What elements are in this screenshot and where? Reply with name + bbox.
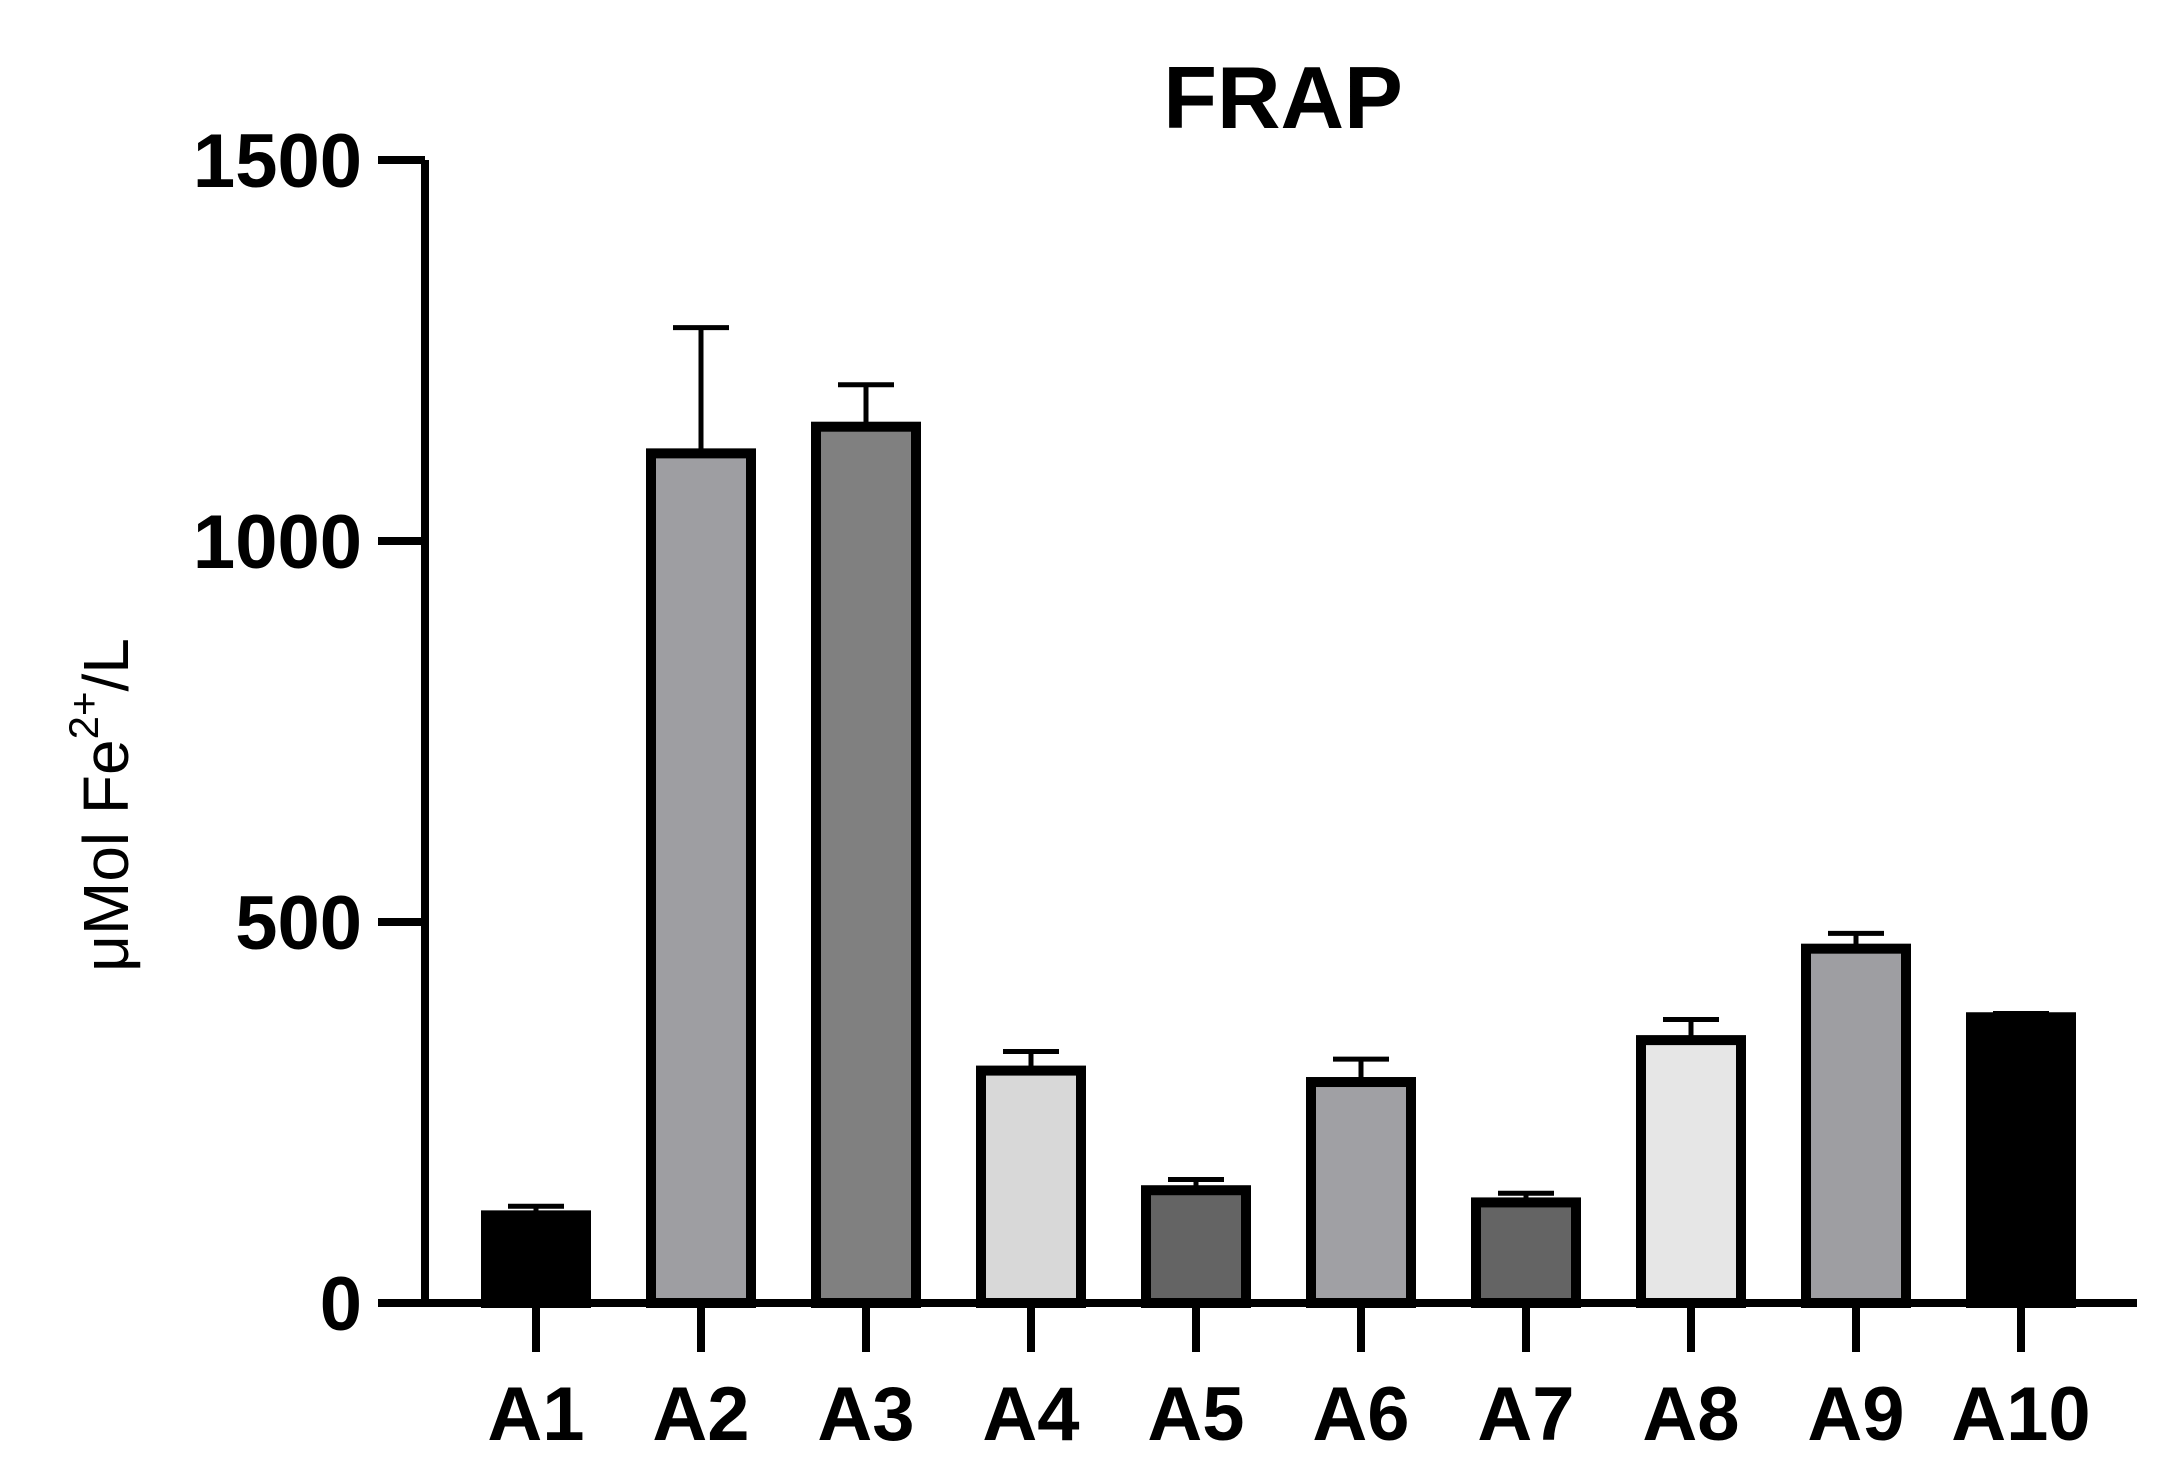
bar-a1 <box>481 1210 591 1308</box>
x-tick-label: A8 <box>1642 1372 1739 1457</box>
bar-a9 <box>1801 943 1911 1308</box>
y-axis-label: μMol Fe2+/L <box>60 638 142 972</box>
x-tick-label: A10 <box>1951 1372 2090 1457</box>
chart-title: FRAP <box>1163 48 1403 147</box>
x-tick-label: A6 <box>1312 1372 1409 1457</box>
bar-a8 <box>1636 1035 1746 1308</box>
bar-a4 <box>976 1065 1086 1308</box>
x-axis-ticks: A1 A2 A3 A4 A5 A6 A7 A8 A9 A10 <box>487 1303 2091 1457</box>
x-tick-label: A7 <box>1477 1372 1574 1457</box>
bar-a3 <box>811 421 921 1308</box>
bars <box>481 325 2076 1309</box>
y-tick-label: 0 <box>320 1262 362 1347</box>
y-tick-label: 1000 <box>193 500 362 585</box>
bar-a6 <box>1306 1077 1416 1309</box>
x-tick-label: A2 <box>652 1372 749 1457</box>
bar-a5 <box>1141 1185 1251 1308</box>
y-tick-label: 500 <box>235 881 362 966</box>
y-axis-ticks: 0 500 1000 1500 <box>193 119 425 1347</box>
x-tick-label: A1 <box>487 1372 584 1457</box>
x-tick-label: A5 <box>1147 1372 1244 1457</box>
bar-a2 <box>646 448 756 1308</box>
bar-a7 <box>1471 1197 1581 1309</box>
y-axis-label-sup: 2+ <box>60 692 107 740</box>
x-tick-label: A9 <box>1807 1372 1904 1457</box>
x-tick-label: A4 <box>982 1372 1079 1457</box>
y-axis-label-tail: /L <box>70 638 142 691</box>
y-axis-label-base: μMol Fe <box>70 739 142 971</box>
bar-a10 <box>1966 1012 2076 1308</box>
y-tick-label: 1500 <box>193 119 362 204</box>
x-tick-label: A3 <box>817 1372 914 1457</box>
